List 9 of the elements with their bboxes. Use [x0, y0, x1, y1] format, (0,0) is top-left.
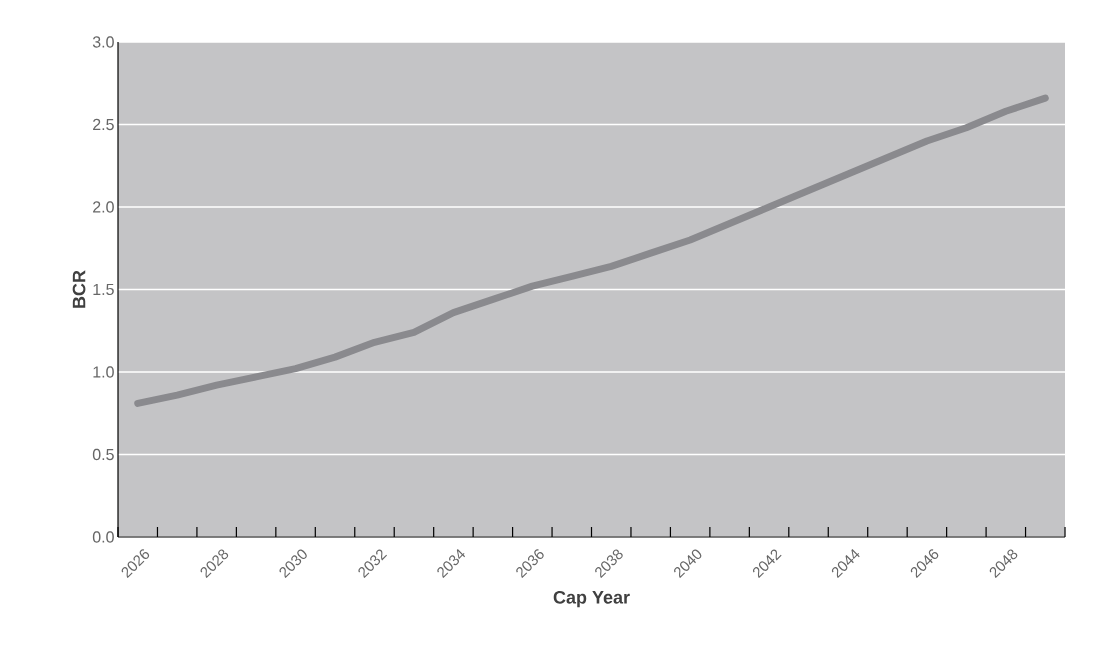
- y-tick-label: 2.0: [93, 201, 114, 213]
- y-tick-label: 0.5: [92, 448, 114, 461]
- y-tick-label: 1.5: [93, 283, 114, 296]
- y-tick-label: 3.0: [92, 36, 114, 48]
- x-axis-title: Cap Year: [553, 590, 630, 608]
- y-tick-label: 0.0: [92, 531, 114, 543]
- y-tick-label: 1.0: [93, 366, 114, 378]
- y-axis-title: BCR: [72, 270, 86, 308]
- y-tick-label: 2.5: [93, 118, 114, 131]
